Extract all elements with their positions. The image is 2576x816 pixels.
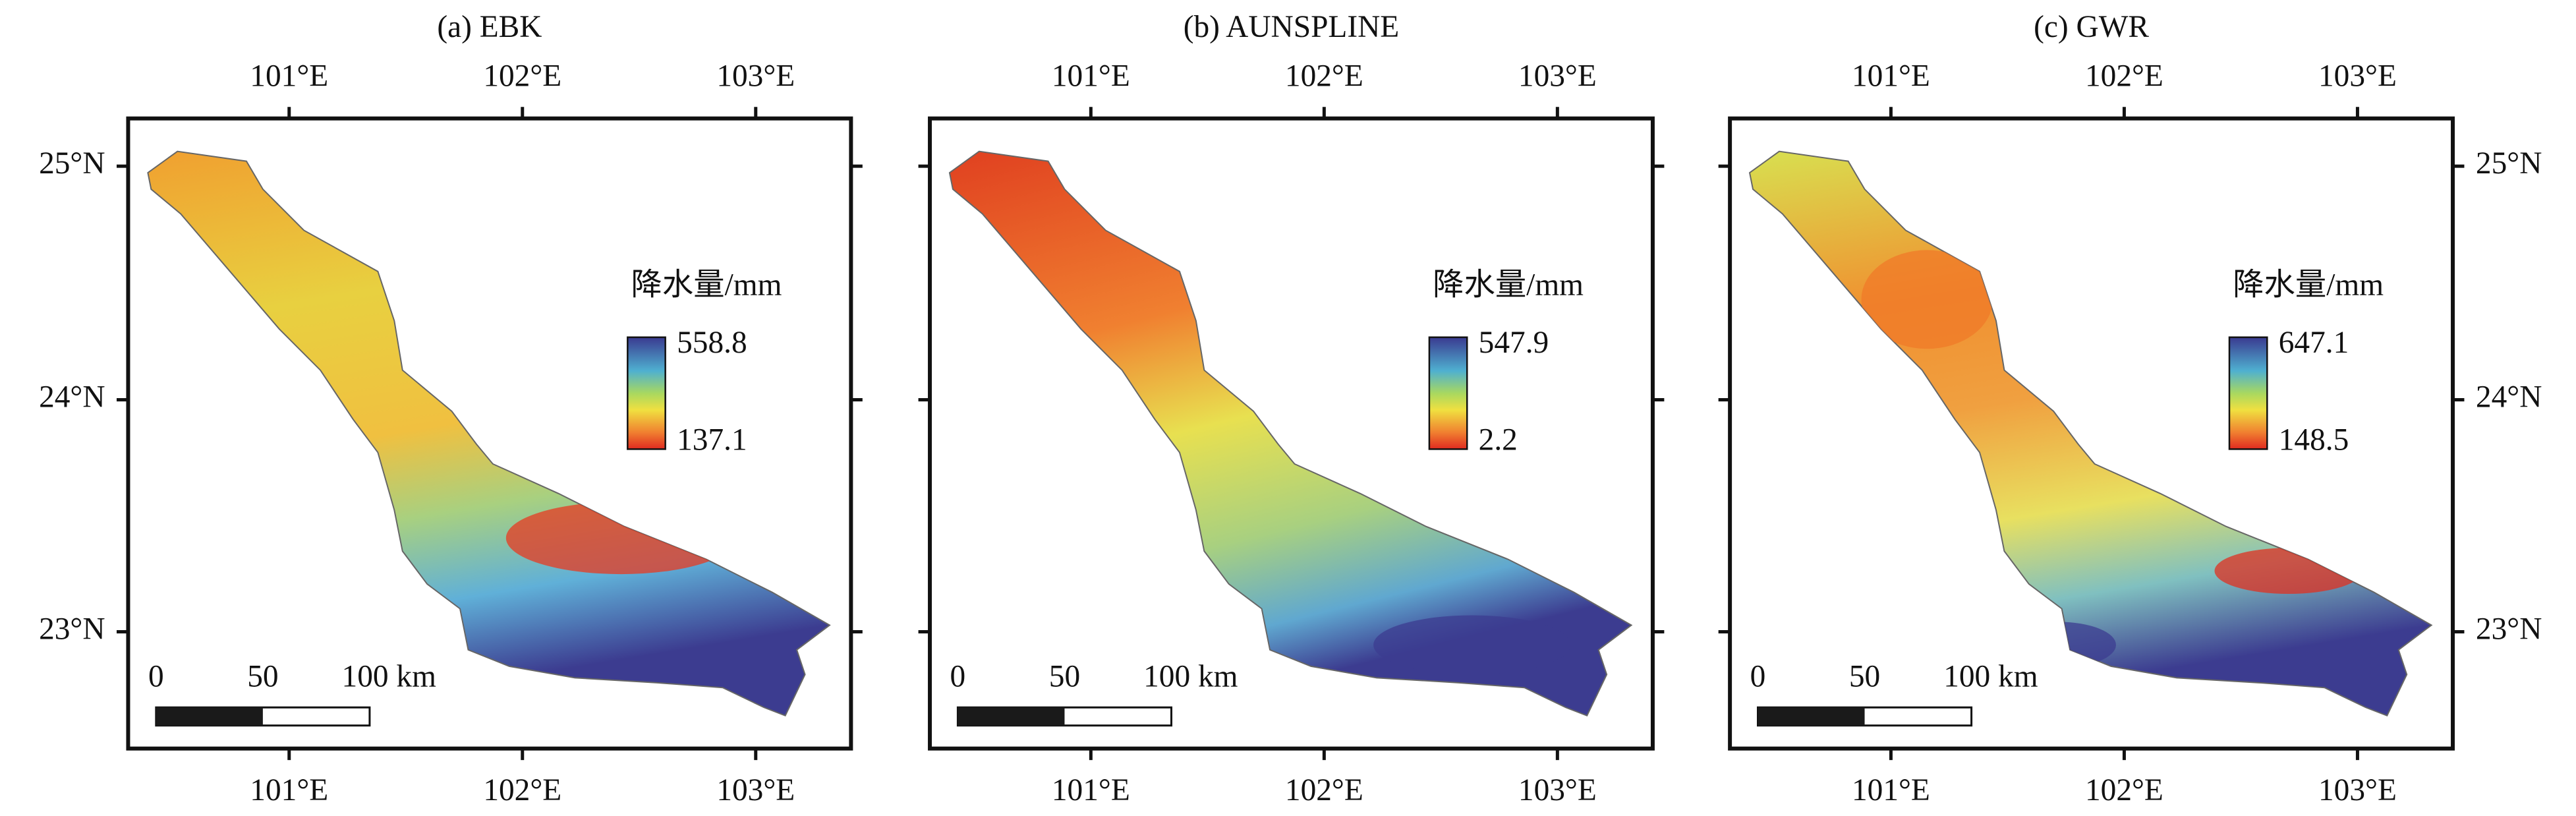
lon-label: 103°E — [1518, 773, 1597, 807]
scale-label: 0 — [1750, 660, 1766, 694]
lat-label: 23°N — [2476, 612, 2542, 646]
legend-title: 降水量/mm — [2233, 268, 2384, 303]
lon-label: 101°E — [1852, 59, 1930, 94]
region-patch — [505, 502, 736, 575]
lat-label: 24°N — [2476, 380, 2542, 414]
lon-label: 103°E — [1518, 59, 1597, 94]
lon-label: 101°E — [1852, 773, 1930, 807]
region-patch — [1861, 250, 1993, 349]
legend-max: 547.9 — [1479, 326, 1549, 360]
scale-label: 50 — [1849, 660, 1880, 694]
lon-label: 102°E — [1285, 773, 1363, 807]
map-frame — [1728, 116, 2455, 751]
lon-label: 102°E — [1285, 59, 1363, 94]
lon-label: 103°E — [716, 773, 795, 807]
scale-bar-fill — [156, 707, 263, 726]
lon-label: 102°E — [2085, 773, 2163, 807]
scale-label: 0 — [148, 660, 164, 694]
panel-title: (c) GWR — [2034, 10, 2149, 44]
lon-label: 101°E — [250, 59, 328, 94]
map-frame — [126, 116, 853, 751]
map-panel: (a) EBK 101°E 101°E 102°E 102°E 103°E 103°E 25°… — [39, 10, 863, 807]
legend-title: 降水量/mm — [631, 268, 782, 303]
scale-label: 50 — [1049, 660, 1080, 694]
lat-label: 25°N — [39, 146, 105, 181]
scale-bar-fill — [1758, 707, 1865, 726]
lon-label: 103°E — [2318, 59, 2397, 94]
legend-title: 降水量/mm — [1433, 268, 1584, 303]
lon-label: 101°E — [1052, 773, 1130, 807]
scale-bar-fill — [958, 707, 1065, 726]
region-patch — [2214, 548, 2362, 595]
scale-label: 50 — [247, 660, 278, 694]
lon-label: 102°E — [2085, 59, 2163, 94]
legend-max: 558.8 — [677, 326, 747, 360]
colorbar — [1428, 336, 1468, 450]
region-patch — [1373, 615, 1571, 675]
legend-min: 137.1 — [677, 423, 747, 457]
lon-label: 102°E — [483, 59, 561, 94]
lat-label: 23°N — [39, 612, 105, 646]
lon-label: 101°E — [250, 773, 328, 807]
lon-label: 103°E — [2318, 773, 2397, 807]
map-frame — [928, 116, 1655, 751]
region — [147, 150, 831, 717]
lat-label: 25°N — [2476, 146, 2542, 181]
colorbar — [2228, 336, 2268, 450]
legend-min: 2.2 — [1479, 423, 1518, 457]
lon-label: 103°E — [716, 59, 795, 94]
scale-label: 100 km — [342, 660, 437, 694]
panel-title: (b) AUNSPLINE — [1184, 10, 1399, 44]
region — [948, 150, 1633, 717]
map-panel: (c) GWR 101°E 101°E 102°E 102°E 103°E 103°E 25°… — [1718, 10, 2542, 807]
lat-label: 24°N — [39, 380, 105, 414]
region-detail — [505, 502, 736, 575]
scale-label: 100 km — [1143, 660, 1238, 694]
colorbar — [627, 336, 666, 450]
scale-label: 0 — [950, 660, 966, 694]
legend-max: 647.1 — [2279, 326, 2349, 360]
legend-min: 148.5 — [2279, 423, 2349, 457]
lon-label: 102°E — [483, 773, 561, 807]
scale-label: 100 km — [1943, 660, 2038, 694]
region-detail — [1373, 615, 1571, 675]
lon-label: 101°E — [1052, 59, 1130, 94]
panel-title: (a) EBK — [437, 10, 542, 44]
map-panel: (b) AUNSPLINE 101°E 101°E 102°E 102°E 103°E 10… — [918, 10, 1665, 807]
